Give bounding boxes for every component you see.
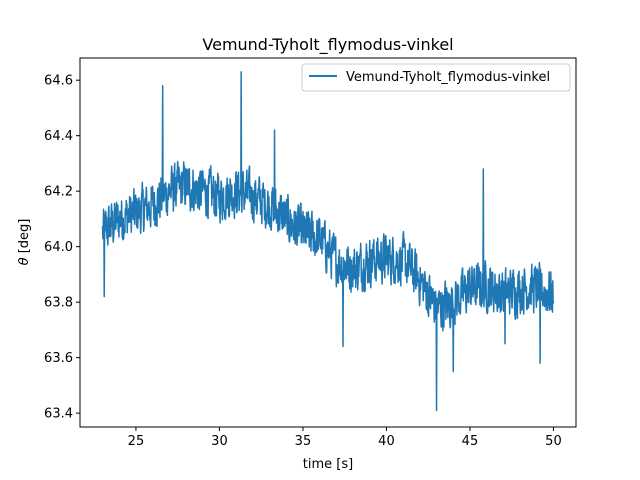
y-tick-label: 63.4 xyxy=(44,407,73,422)
series-group xyxy=(101,71,555,412)
x-tick-label: 50 xyxy=(545,434,562,449)
axes-frame xyxy=(79,57,577,428)
series-line xyxy=(101,71,555,412)
x-tick-label: 30 xyxy=(211,434,228,449)
legend-label: Vemund-Tyholt_flymodus-vinkel xyxy=(346,70,550,85)
legend: Vemund-Tyholt_flymodus-vinkel xyxy=(301,63,571,92)
y-axis-label: θ [deg] xyxy=(17,219,32,266)
x-axis-ticks: 25 30 35 40 45 50 xyxy=(128,427,562,449)
y-axis-label-unit: [deg] xyxy=(17,219,32,258)
x-axis-label: time [s] xyxy=(303,457,353,472)
y-tick-label: 63.6 xyxy=(44,351,73,366)
x-tick-label: 40 xyxy=(378,434,395,449)
y-tick-label: 64.4 xyxy=(44,129,73,144)
plot-area xyxy=(79,57,577,428)
legend-box xyxy=(301,63,571,92)
y-tick-label: 63.8 xyxy=(44,296,73,311)
y-tick-label: 64.2 xyxy=(44,185,73,200)
x-tick-label: 25 xyxy=(128,434,145,449)
y-axis-ticks: 63.4 63.6 63.8 64.0 64.2 64.4 64.6 xyxy=(44,74,80,422)
chart-title: Vemund-Tyholt_flymodus-vinkel xyxy=(202,35,453,55)
y-axis-label-symbol: θ xyxy=(17,257,32,265)
y-tick-label: 64.6 xyxy=(44,74,73,89)
x-tick-label: 45 xyxy=(462,434,479,449)
x-tick-label: 35 xyxy=(295,434,312,449)
y-tick-label: 64.0 xyxy=(44,240,73,255)
